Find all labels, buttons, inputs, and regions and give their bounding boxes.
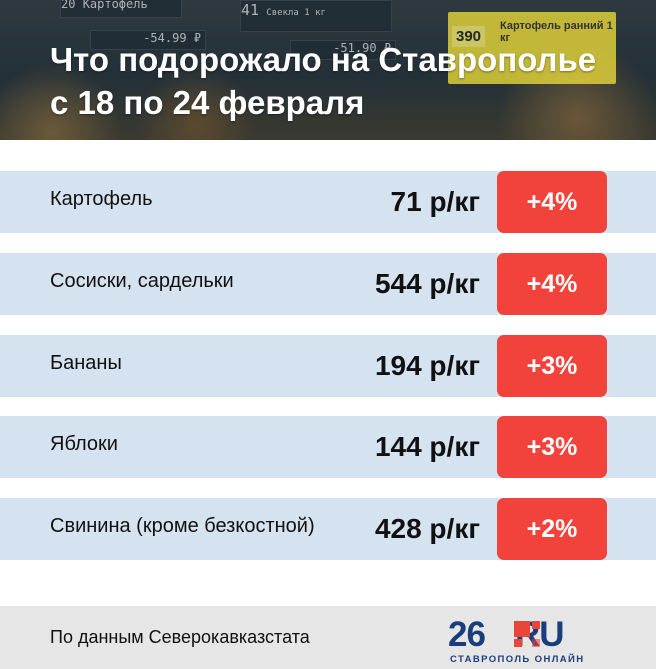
footer: По данным Северокавказстата 26 RU СТАВРОП… — [0, 606, 656, 669]
product-name: Яблоки — [50, 433, 118, 455]
product-name: Картофель — [50, 188, 153, 210]
tag-number: 390 — [452, 26, 486, 47]
tag-number: 20 — [61, 0, 76, 11]
tag-number: 41 — [241, 1, 260, 19]
price-change-badge: +4% — [497, 171, 607, 233]
background-price-tag: -51.90 ₽ — [290, 40, 396, 60]
title-line-2: с 18 по 24 февраля — [50, 84, 365, 121]
price-row: Яблоки 144 р/кг +3% — [0, 416, 656, 478]
product-name: Бананы — [50, 352, 122, 374]
tag-label: Картофель — [82, 0, 148, 11]
background-yellow-price-tag: 390 Картофель ранний 1 кг — [448, 12, 616, 84]
price-change-badge: +2% — [497, 498, 607, 560]
logo-number: 26 — [448, 615, 486, 654]
logo-text: 26 RU — [448, 616, 564, 654]
price-change-badge: +3% — [497, 335, 607, 397]
site-logo[interactable]: 26 RU СТАВРОПОЛЬ ОНЛАЙН — [448, 616, 618, 666]
page-title: Что подорожало на Ставрополье с 18 по 24… — [50, 38, 640, 124]
product-price: 144 р/кг — [374, 431, 480, 462]
title-line-1: Что подорожало на Ставрополье — [50, 41, 597, 78]
product-price: 71 р/кг — [390, 186, 480, 217]
tag-label: Свекла 1 кг — [266, 8, 326, 18]
background-price-tag: -54.99 ₽ — [90, 30, 206, 50]
price-row: Бананы 194 р/кг +3% — [0, 335, 656, 397]
price-row: Картофель 71 р/кг +4% — [0, 171, 656, 233]
tag-label: Картофель ранний 1 кг — [500, 20, 613, 44]
price-row: Свинина (кроме безкостной) 428 р/кг +2% — [0, 498, 656, 560]
header-photo-banner: 20 Картофель -54.99 ₽ 41 Свекла 1 кг -51… — [0, 0, 656, 140]
logo-subtitle: СТАВРОПОЛЬ ОНЛАЙН — [450, 654, 585, 665]
tag-price: -51.90 ₽ — [333, 41, 391, 55]
product-price: 428 р/кг — [374, 513, 480, 544]
logo-squares-icon — [514, 621, 540, 647]
price-row: Сосиски, сардельки 544 р/кг +4% — [0, 253, 656, 315]
background-price-tag: 41 Свекла 1 кг — [240, 0, 392, 32]
product-price: 194 р/кг — [374, 350, 480, 381]
tag-price: -54.99 ₽ — [143, 31, 201, 45]
price-change-badge: +4% — [497, 253, 607, 315]
product-price: 544 р/кг — [374, 268, 480, 299]
price-change-badge: +3% — [497, 416, 607, 478]
data-source-note: По данным Северокавказстата — [50, 627, 310, 647]
product-name: Сосиски, сардельки — [50, 270, 234, 292]
background-price-tag: 20 Картофель — [60, 0, 182, 18]
product-name: Свинина (кроме безкостной) — [50, 515, 315, 537]
